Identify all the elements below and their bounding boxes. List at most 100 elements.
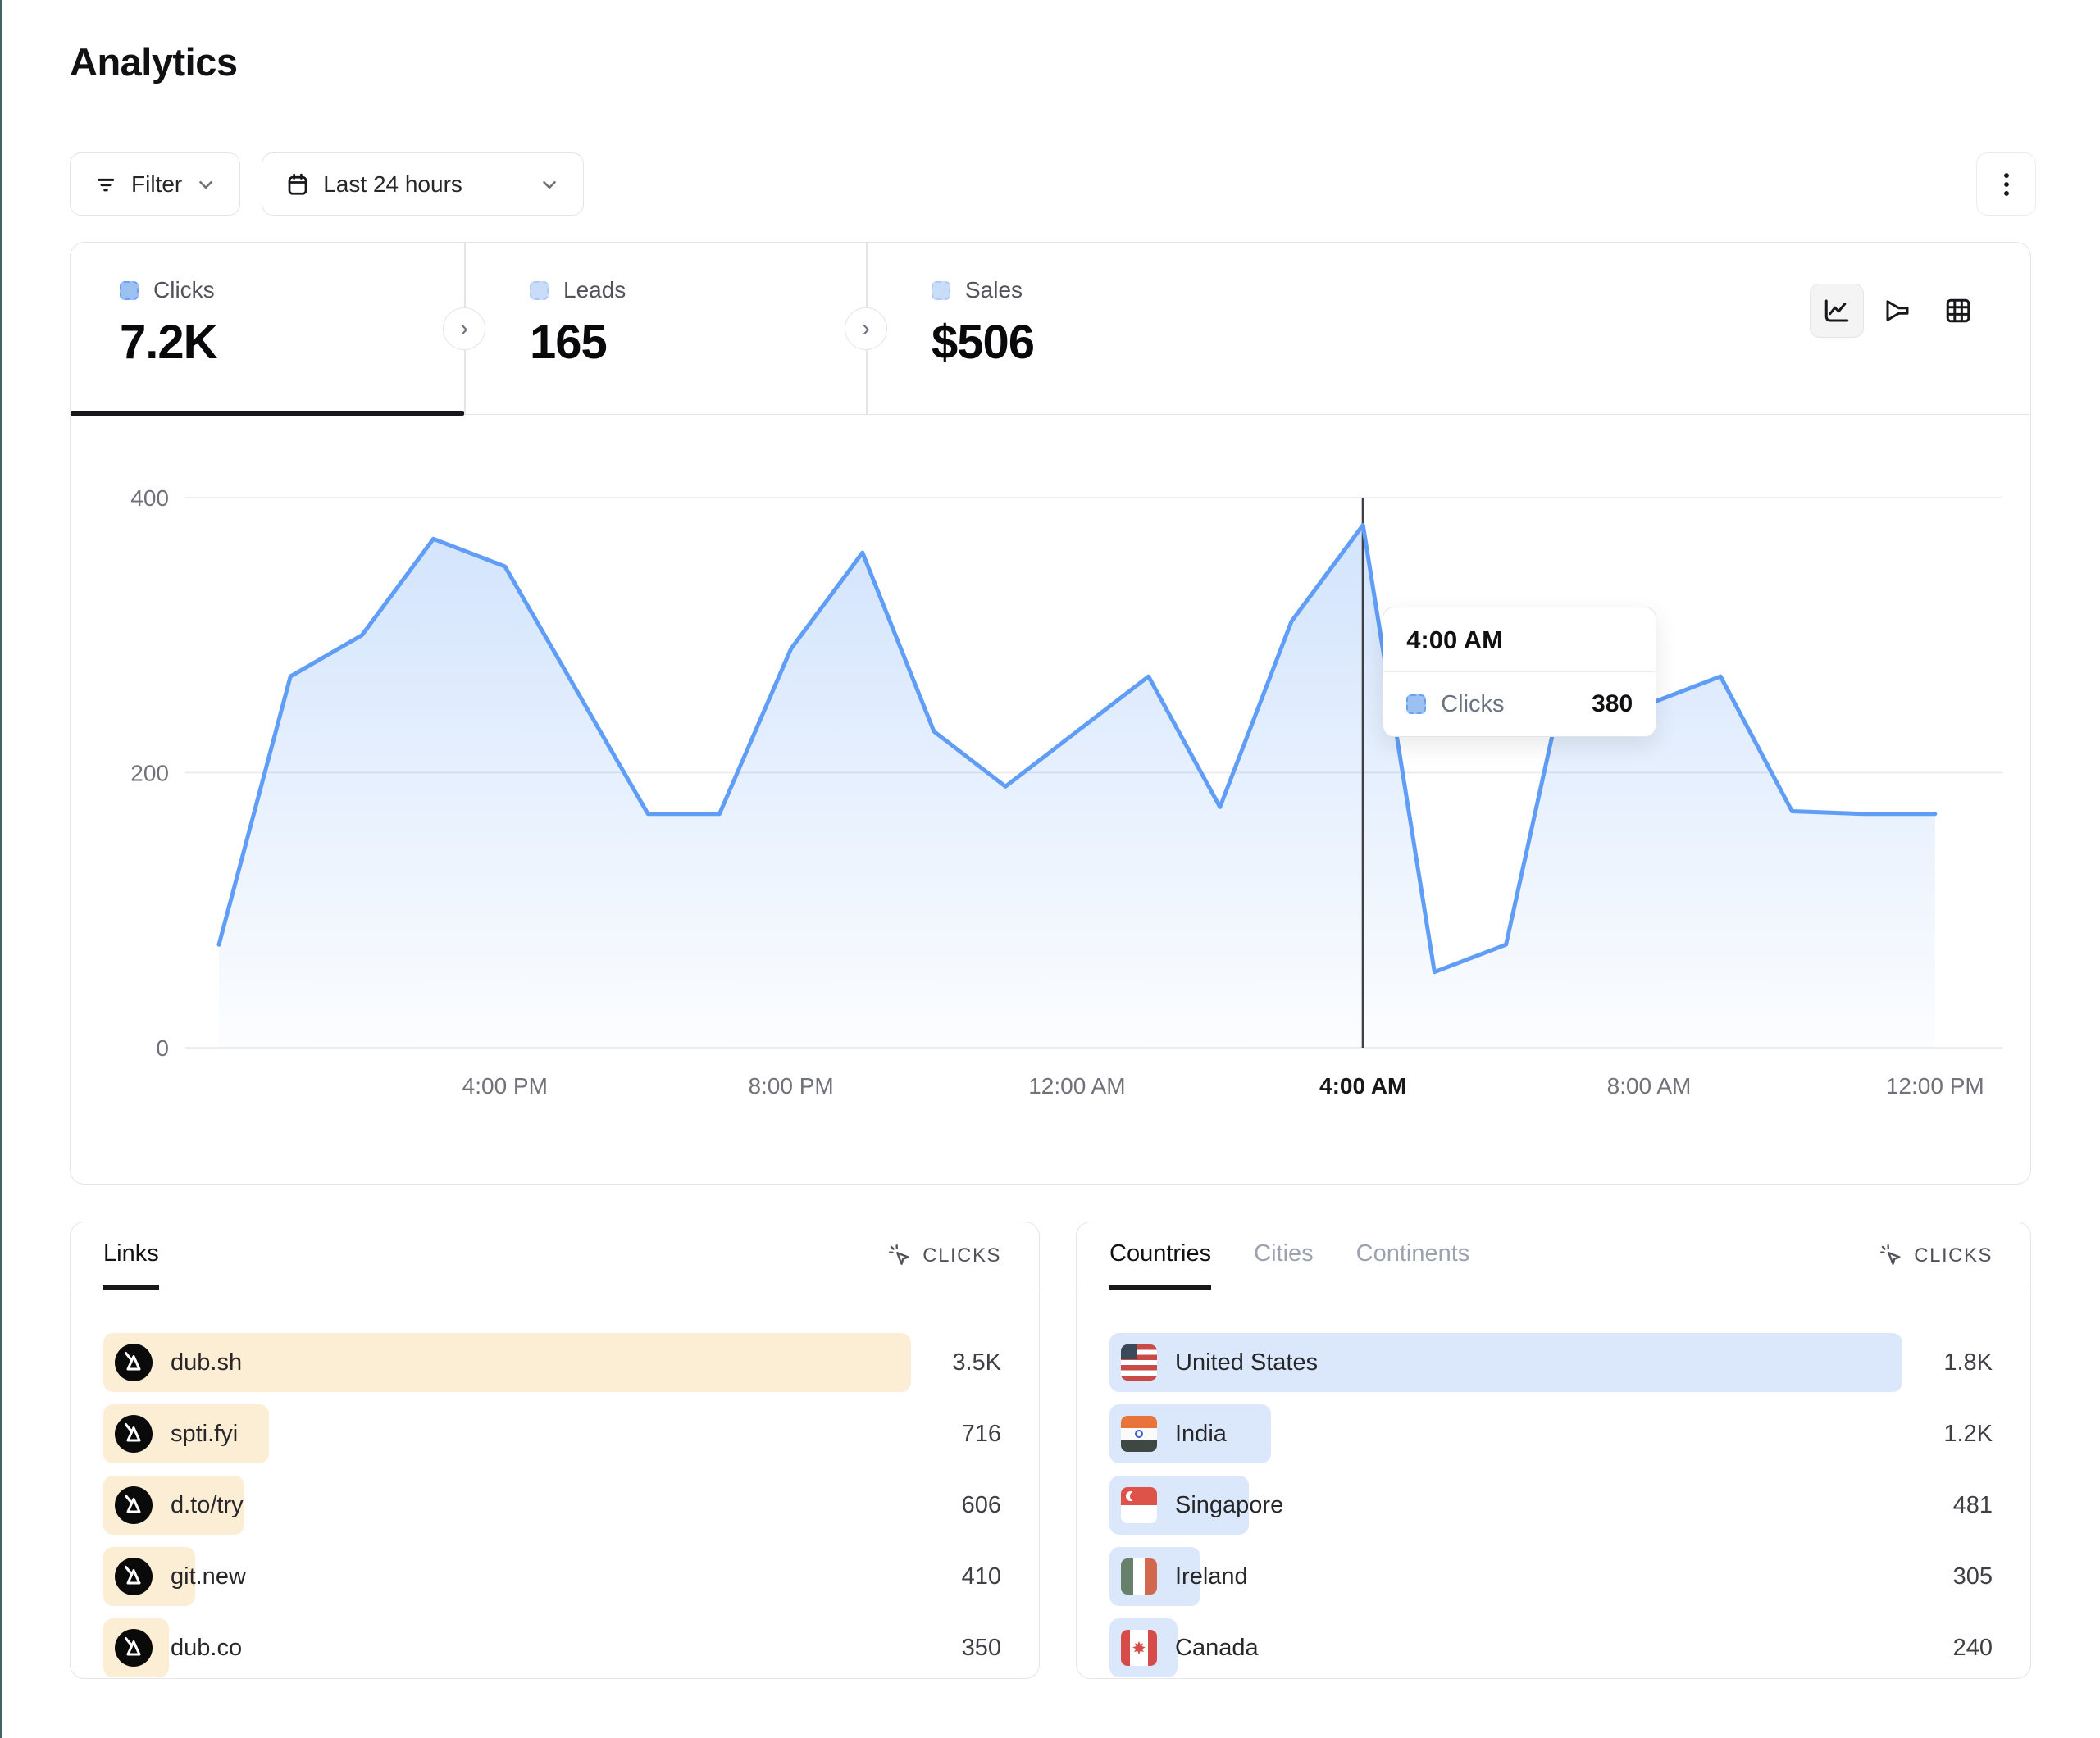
stats-row: Clicks 7.2K › Leads 165 › Sales	[71, 243, 2030, 416]
tab-countries[interactable]: Countries	[1109, 1222, 1212, 1290]
dub-logo-icon	[115, 1415, 153, 1453]
bar-zone: dub.sh	[103, 1333, 911, 1392]
list-item[interactable]: Singapore 481	[1109, 1476, 1993, 1535]
list-item[interactable]: dub.sh 3.5K	[103, 1333, 1001, 1392]
dub-logo-icon	[115, 1558, 153, 1595]
stat-label: Clicks	[153, 277, 215, 303]
bar-zone: git.new	[103, 1547, 911, 1606]
flag-united-states-icon	[1121, 1344, 1157, 1381]
flag-canada-icon	[1121, 1630, 1157, 1666]
chart-plot: 0 200 400 4:00 PM 8:00 PM 12:00 AM 4:00 AM 8:00…	[130, 485, 2002, 1099]
row-label: git.new	[171, 1563, 246, 1590]
filter-icon	[97, 178, 115, 191]
line-chart-mode-button[interactable]	[1810, 284, 1864, 338]
window-edge-accent	[0, 0, 2, 1738]
row-label: dub.sh	[171, 1349, 243, 1376]
bar-zone: Singapore	[1109, 1476, 1902, 1535]
geo-panel: Countries Cities Continents CLICKS U	[1076, 1222, 2031, 1679]
tab-clicks[interactable]: Clicks 7.2K	[71, 243, 464, 416]
tab-cities[interactable]: Cities	[1254, 1240, 1314, 1267]
clicks-legend-swatch	[120, 280, 139, 300]
row-label: India	[1175, 1420, 1227, 1447]
tooltip-legend-swatch	[1406, 694, 1427, 714]
row-value: 1.8K	[1943, 1349, 1993, 1376]
more-menu-button[interactable]	[1976, 152, 2036, 216]
bar-zone: India	[1109, 1404, 1902, 1463]
row-label: United States	[1175, 1349, 1319, 1376]
dub-logo-icon	[115, 1629, 153, 1667]
geo-list: United States 1.8K India 1.2K	[1077, 1290, 2030, 1677]
tab-continents[interactable]: Continents	[1355, 1240, 1470, 1267]
tab-links[interactable]: Links	[103, 1222, 159, 1290]
stat-label: Leads	[563, 277, 626, 303]
list-item[interactable]: Ireland 305	[1109, 1547, 1993, 1606]
row-value: 606	[961, 1491, 1001, 1518]
tooltip-time: 4:00 AM	[1383, 607, 1656, 672]
flag-ireland-icon	[1121, 1558, 1157, 1595]
y-axis-tick: 200	[130, 761, 169, 786]
bar-zone: dub.co	[103, 1618, 911, 1677]
tab-leads[interactable]: Leads 165	[464, 243, 866, 415]
clicks-area-chart[interactable]: 0 200 400 4:00 PM 8:00 PM 12:00 AM 4:00 AM 8:00…	[71, 415, 2032, 1184]
expand-sales-button[interactable]: ›	[845, 307, 887, 350]
funnel-mode-button[interactable]	[1870, 284, 1925, 338]
geo-metric-selector[interactable]: CLICKS	[1879, 1244, 1993, 1268]
row-value: 240	[1952, 1634, 1993, 1661]
stat-label: Sales	[965, 277, 1023, 303]
date-range-label: Last 24 hours	[323, 171, 462, 197]
table-mode-button[interactable]	[1931, 284, 1985, 338]
sales-legend-swatch	[932, 280, 950, 300]
filter-button[interactable]: Filter	[70, 152, 241, 216]
x-axis-tick: 8:00 AM	[1607, 1073, 1692, 1099]
expand-leads-button[interactable]: ›	[443, 307, 485, 350]
row-label: dub.co	[171, 1634, 243, 1661]
date-range-button[interactable]: Last 24 hours	[262, 152, 585, 216]
dub-logo-icon	[115, 1344, 153, 1381]
y-axis-tick: 400	[130, 485, 169, 511]
x-axis-tick: 8:00 PM	[748, 1073, 833, 1099]
leads-legend-swatch	[530, 280, 549, 300]
bar-zone: spti.fyi	[103, 1404, 911, 1463]
tooltip-series-label: Clicks	[1441, 690, 1505, 717]
links-metric-label: CLICKS	[922, 1244, 1001, 1267]
list-item[interactable]: spti.fyi 716	[103, 1404, 1001, 1463]
list-item[interactable]: India 1.2K	[1109, 1404, 1993, 1463]
y-axis-tick: 0	[156, 1035, 169, 1061]
row-value: 3.5K	[952, 1349, 1001, 1376]
x-axis-tick: 12:00 AM	[1028, 1073, 1125, 1099]
x-axis-tick: 4:00 AM	[1319, 1073, 1406, 1099]
cursor-click-icon	[889, 1244, 909, 1265]
value-bar	[103, 1333, 911, 1392]
row-value: 305	[1952, 1563, 1993, 1590]
cursor-click-icon	[1880, 1244, 1901, 1265]
chart-tooltip: 4:00 AM Clicks 380	[1383, 607, 1657, 737]
analytics-card: Clicks 7.2K › Leads 165 › Sales	[70, 242, 2031, 1185]
list-item[interactable]: United States 1.8K	[1109, 1333, 1993, 1392]
row-label: Singapore	[1175, 1491, 1284, 1518]
stat-value: 165	[530, 316, 608, 369]
tooltip-value: 380	[1592, 690, 1633, 717]
tab-sales[interactable]: Sales $506	[866, 243, 1292, 415]
bar-zone: United States	[1109, 1333, 1902, 1392]
page-title: Analytics	[70, 40, 238, 84]
row-value: 350	[961, 1634, 1001, 1661]
list-item[interactable]: dub.co 350	[103, 1618, 1001, 1677]
row-label: Canada	[1175, 1634, 1259, 1661]
row-label: d.to/try	[171, 1491, 244, 1518]
filter-button-label: Filter	[131, 171, 183, 197]
list-item[interactable]: Canada 240	[1109, 1618, 1993, 1677]
list-item[interactable]: git.new 410	[103, 1547, 1001, 1606]
calendar-icon	[288, 173, 307, 195]
dub-logo-icon	[115, 1486, 153, 1524]
geo-metric-label: CLICKS	[1914, 1244, 1993, 1267]
links-metric-selector[interactable]: CLICKS	[888, 1244, 1001, 1268]
list-item[interactable]: d.to/try 606	[103, 1476, 1001, 1535]
stat-value: $506	[932, 316, 1035, 369]
chevron-down-icon	[543, 180, 557, 189]
stat-value: 7.2K	[120, 316, 218, 369]
bar-zone: Canada	[1109, 1618, 1902, 1677]
flag-singapore-icon	[1121, 1487, 1157, 1523]
toolbar: Filter Last 24 hours	[70, 152, 585, 216]
links-panel-header: Links CLICKS	[71, 1222, 1039, 1290]
